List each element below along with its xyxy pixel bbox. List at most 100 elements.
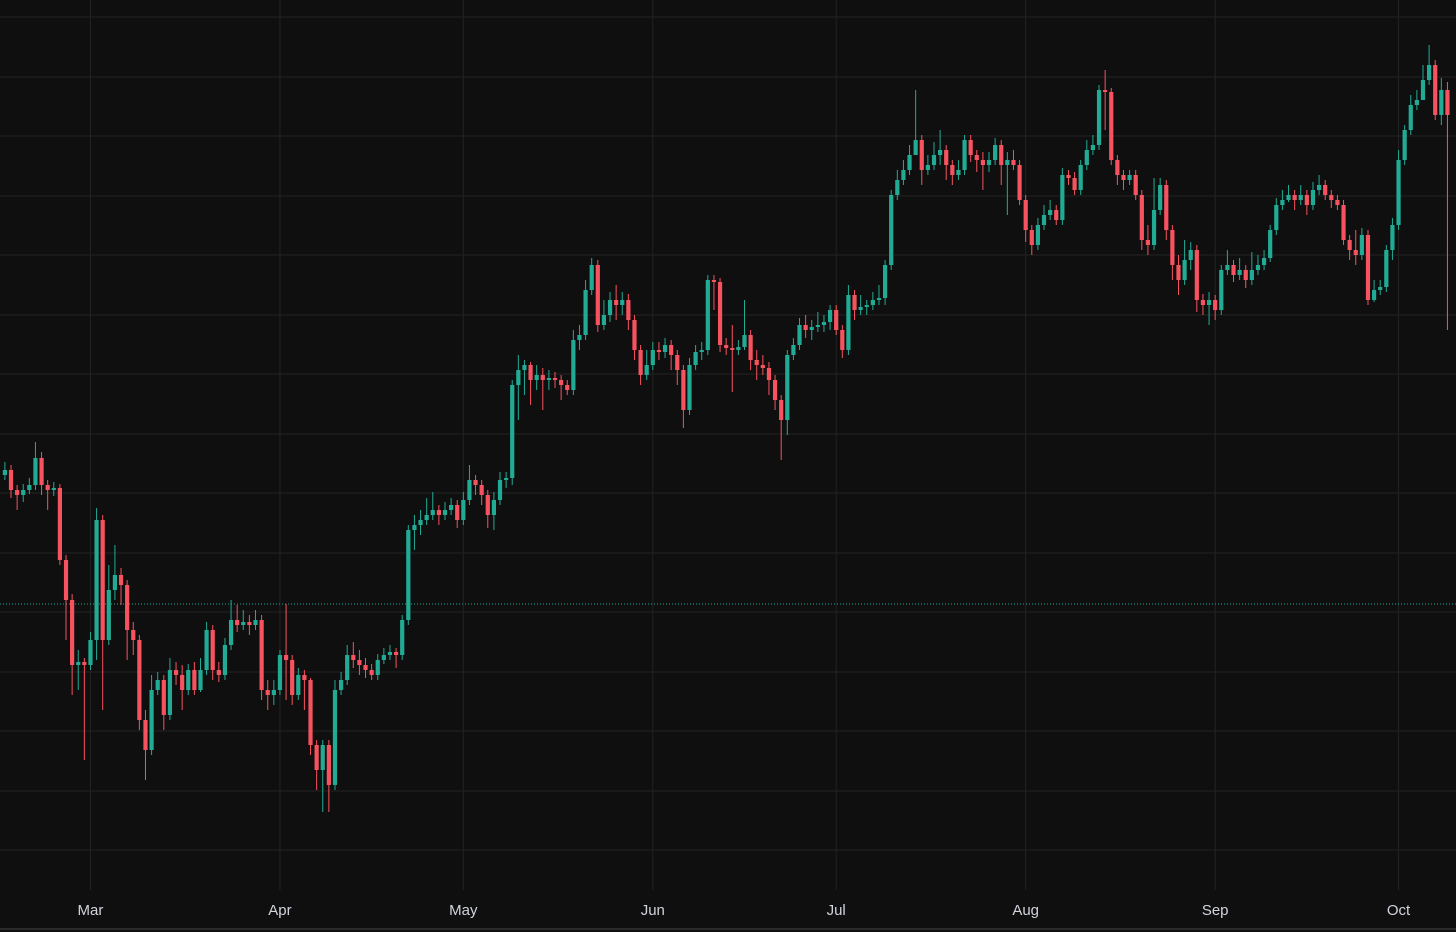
candle-body: [595, 265, 600, 325]
candle-body: [155, 680, 160, 690]
candle-body: [711, 280, 717, 282]
candle-body: [516, 370, 521, 385]
candle-body: [540, 375, 545, 380]
candle-body: [106, 590, 111, 640]
candle-body: [1225, 265, 1230, 270]
candle-body: [1127, 175, 1132, 180]
candle-body: [21, 490, 26, 495]
candle-body: [253, 620, 258, 625]
candle-body: [565, 385, 570, 390]
candle-body: [1286, 195, 1291, 200]
candle-body: [198, 670, 203, 690]
candle-body: [1359, 235, 1364, 255]
candle-body: [913, 140, 918, 155]
candle-body: [834, 310, 839, 330]
candle-body: [418, 520, 423, 525]
candle-body: [485, 495, 490, 515]
x-tick-label: Jun: [641, 902, 665, 919]
candle-body: [1158, 185, 1163, 210]
candle-body: [1371, 290, 1377, 300]
candle-body: [1347, 240, 1352, 250]
candle-body: [1072, 178, 1077, 190]
candle-body: [51, 488, 56, 490]
candle-body: [1066, 175, 1071, 178]
candles: [2, 45, 1450, 812]
candle-body: [882, 265, 888, 298]
candle-body: [614, 300, 619, 305]
candle-body: [8, 470, 14, 490]
candle-body: [1103, 90, 1108, 92]
candle-body: [687, 365, 692, 410]
candle-body: [1304, 195, 1309, 205]
candle-body: [393, 652, 399, 655]
candle-body: [88, 640, 93, 665]
x-tick-label: Oct: [1387, 902, 1411, 919]
candle-body: [968, 140, 973, 155]
candle-body: [424, 515, 429, 520]
candle-body: [143, 720, 148, 750]
candle-body: [803, 325, 808, 330]
candle-body: [1213, 300, 1218, 310]
candle-body: [1237, 270, 1242, 275]
candle-body: [473, 480, 478, 485]
candle-body: [785, 355, 790, 420]
candle-body: [1341, 205, 1346, 240]
candle-body: [736, 347, 741, 350]
candle-body: [430, 510, 435, 515]
candle-body: [467, 480, 472, 500]
candle-body: [497, 480, 503, 500]
candle-body: [332, 690, 338, 785]
candle-body: [638, 350, 643, 375]
candle-body: [607, 300, 613, 315]
candle-body: [167, 670, 173, 715]
candle-body: [1329, 195, 1334, 200]
candle-body: [161, 680, 166, 715]
candle-body: [748, 335, 753, 360]
candle-body: [57, 488, 63, 560]
candle-body: [1170, 230, 1175, 265]
candle-body: [338, 680, 344, 690]
candle-body: [901, 170, 906, 180]
x-tick-label: May: [449, 902, 478, 919]
candle-body: [601, 315, 607, 325]
candle-body: [760, 365, 765, 368]
candle-body: [461, 500, 466, 520]
candle-body: [876, 298, 882, 300]
candle-body: [559, 380, 564, 385]
candle-body: [118, 575, 124, 585]
candle-body: [1182, 260, 1187, 280]
candle-body: [626, 300, 631, 320]
grid: [0, 0, 1456, 890]
candle-body: [797, 325, 802, 345]
candle-body: [290, 660, 295, 695]
candle-body: [192, 670, 197, 690]
candle-body: [222, 645, 228, 675]
candle-body: [247, 622, 252, 625]
candle-body: [381, 655, 386, 660]
candle-body: [583, 290, 588, 335]
candle-body: [283, 655, 289, 660]
candle-body: [1280, 200, 1285, 205]
candle-body: [82, 662, 87, 665]
candle-body: [241, 622, 246, 625]
candle-body: [1420, 80, 1426, 100]
candle-body: [479, 485, 484, 495]
candle-body: [131, 630, 136, 640]
candle-body: [369, 670, 374, 675]
candle-body: [1176, 265, 1181, 280]
x-tick-label: Aug: [1012, 902, 1039, 919]
candle-body: [1206, 300, 1212, 305]
candle-body: [1164, 185, 1169, 230]
candle-body: [1255, 265, 1261, 270]
candle-body: [1439, 90, 1444, 115]
candle-body: [302, 675, 307, 680]
candle-body: [858, 307, 863, 310]
candle-body: [449, 505, 454, 510]
candle-body: [1335, 200, 1340, 205]
candle-body: [27, 485, 32, 490]
candle-body: [406, 530, 411, 620]
candle-body: [699, 350, 704, 352]
candle-body: [173, 670, 179, 675]
candle-body: [265, 690, 270, 695]
